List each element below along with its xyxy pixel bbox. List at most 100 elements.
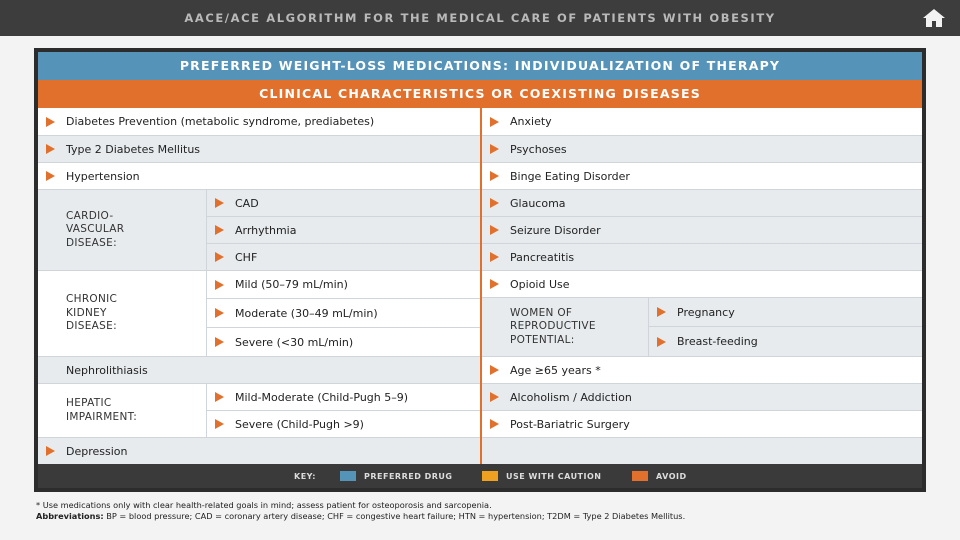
cvd-category: CARDIO- VASCULAR DISEASE: xyxy=(38,189,206,270)
arrow-icon xyxy=(46,446,55,456)
abbreviations: Abbreviations: BP = blood pressure; CAD … xyxy=(36,511,685,521)
arrow-icon xyxy=(490,225,499,235)
row-nephrolithiasis: Nephrolithiasis xyxy=(38,356,480,383)
home-icon[interactable] xyxy=(922,8,946,28)
abbreviations-label: Abbreviations: xyxy=(36,511,104,521)
row-label: Pregnancy xyxy=(677,305,735,319)
row-label: Alcoholism / Addiction xyxy=(510,390,632,404)
row-depression: Depression xyxy=(38,437,480,464)
row-label: Depression xyxy=(66,444,128,458)
key-preferred: PREFERRED DRUG xyxy=(364,472,453,481)
key-avoid: AVOID xyxy=(656,472,687,481)
arrow-icon xyxy=(46,144,55,154)
arrow-icon xyxy=(490,392,499,402)
row-hepatic-mild: Mild-Moderate (Child-Pugh 5–9) xyxy=(206,383,480,410)
ckd-category: CHRONIC KIDNEY DISEASE: xyxy=(38,270,206,356)
row-label: Post-Bariatric Surgery xyxy=(510,417,630,431)
arrow-icon xyxy=(490,279,499,289)
row-cad: CAD xyxy=(206,189,480,216)
row-opioid: Opioid Use xyxy=(482,270,922,297)
row-seizure: Seizure Disorder xyxy=(482,216,922,243)
row-binge-eating: Binge Eating Disorder xyxy=(482,162,922,189)
row-empty xyxy=(482,437,922,464)
row-ckd-severe: Severe (<30 mL/min) xyxy=(206,327,480,356)
arrow-icon xyxy=(490,144,499,154)
row-hepatic-severe: Severe (Child-Pugh >9) xyxy=(206,410,480,437)
row-label: Diabetes Prevention (metabolic syndrome,… xyxy=(66,115,375,128)
arrow-icon xyxy=(215,308,224,318)
row-label: Arrhythmia xyxy=(235,223,297,237)
key-caution: USE WITH CAUTION xyxy=(506,472,602,481)
column-divider xyxy=(480,108,482,464)
arrow-icon xyxy=(490,198,499,208)
row-label: Hypertension xyxy=(66,169,140,183)
arrow-icon xyxy=(490,419,499,429)
row-label: Opioid Use xyxy=(510,277,570,291)
footnote: * Use medications only with clear health… xyxy=(36,500,492,510)
row-label: Psychoses xyxy=(510,142,567,156)
hepatic-category: HEPATIC IMPAIRMENT: xyxy=(38,383,206,437)
arrow-icon xyxy=(490,252,499,262)
arrow-icon xyxy=(490,365,499,375)
caution-swatch xyxy=(482,471,498,481)
row-label: Severe (<30 mL/min) xyxy=(235,335,354,349)
arrow-icon xyxy=(657,336,666,347)
arrow-icon xyxy=(215,337,224,347)
arrow-icon xyxy=(215,252,224,262)
row-psychoses: Psychoses xyxy=(482,135,922,162)
row-bariatric: Post-Bariatric Surgery xyxy=(482,410,922,437)
section-subtitle: CLINICAL CHARACTERISTICS OR COEXISTING D… xyxy=(38,80,922,108)
row-pregnancy: Pregnancy xyxy=(648,297,922,326)
category-label: CARDIO- VASCULAR DISEASE: xyxy=(66,209,125,249)
category-label: HEPATIC IMPAIRMENT: xyxy=(66,396,138,423)
row-glaucoma: Glaucoma xyxy=(482,189,922,216)
arrow-icon xyxy=(46,171,55,181)
row-pancreatitis: Pancreatitis xyxy=(482,243,922,270)
arrow-icon xyxy=(215,279,224,290)
row-ckd-moderate: Moderate (30–49 mL/min) xyxy=(206,298,480,327)
arrow-icon xyxy=(215,419,224,429)
row-arrhythmia: Arrhythmia xyxy=(206,216,480,243)
arrow-icon xyxy=(490,116,499,127)
row-label: Age ≥65 years * xyxy=(510,363,601,377)
row-label: Mild (50–79 mL/min) xyxy=(235,278,348,291)
arrow-icon xyxy=(657,307,666,317)
row-age: Age ≥65 years * xyxy=(482,356,922,383)
characteristics-table: Diabetes Prevention (metabolic syndrome,… xyxy=(38,108,922,464)
row-label: Severe (Child-Pugh >9) xyxy=(235,417,364,431)
row-chf: CHF xyxy=(206,243,480,270)
arrow-icon xyxy=(215,198,224,208)
row-label: Seizure Disorder xyxy=(510,223,601,237)
category-label: WOMEN OF REPRODUCTIVE POTENTIAL: xyxy=(510,306,596,346)
row-label: Nephrolithiasis xyxy=(66,363,148,377)
arrow-icon xyxy=(215,392,224,402)
key-bar: KEY: PREFERRED DRUG USE WITH CAUTION AVO… xyxy=(38,464,922,488)
key-label: KEY: xyxy=(294,472,316,481)
row-diabetes-prevention: Diabetes Prevention (metabolic syndrome,… xyxy=(38,108,480,135)
row-label: Mild-Moderate (Child-Pugh 5–9) xyxy=(235,390,409,404)
row-label: Type 2 Diabetes Mellitus xyxy=(66,142,201,156)
row-label: Moderate (30–49 mL/min) xyxy=(235,306,378,320)
top-bar: AACE/ACE ALGORITHM FOR THE MEDICAL CARE … xyxy=(0,0,960,36)
row-ckd-mild: Mild (50–79 mL/min) xyxy=(206,270,480,298)
section-title: PREFERRED WEIGHT-LOSS MEDICATIONS: INDIV… xyxy=(38,52,922,80)
row-label: Binge Eating Disorder xyxy=(510,169,630,183)
women-category: WOMEN OF REPRODUCTIVE POTENTIAL: xyxy=(482,297,648,356)
arrow-icon xyxy=(490,171,499,181)
row-label: Anxiety xyxy=(510,115,552,128)
row-label: Pancreatitis xyxy=(510,250,575,264)
page-title: AACE/ACE ALGORITHM FOR THE MEDICAL CARE … xyxy=(184,11,776,25)
row-label: CHF xyxy=(235,250,258,264)
row-anxiety: Anxiety xyxy=(482,108,922,135)
row-label: Breast-feeding xyxy=(677,335,758,348)
row-t2dm: Type 2 Diabetes Mellitus xyxy=(38,135,480,162)
preferred-swatch xyxy=(340,471,356,481)
row-label: CAD xyxy=(235,196,259,210)
row-alcoholism: Alcoholism / Addiction xyxy=(482,383,922,410)
abbreviations-text: BP = blood pressure; CAD = coronary arte… xyxy=(103,511,686,521)
row-breastfeeding: Breast-feeding xyxy=(648,326,922,356)
avoid-swatch xyxy=(632,471,648,481)
row-label: Glaucoma xyxy=(510,196,566,210)
row-hypertension: Hypertension xyxy=(38,162,480,189)
arrow-icon xyxy=(46,116,55,127)
